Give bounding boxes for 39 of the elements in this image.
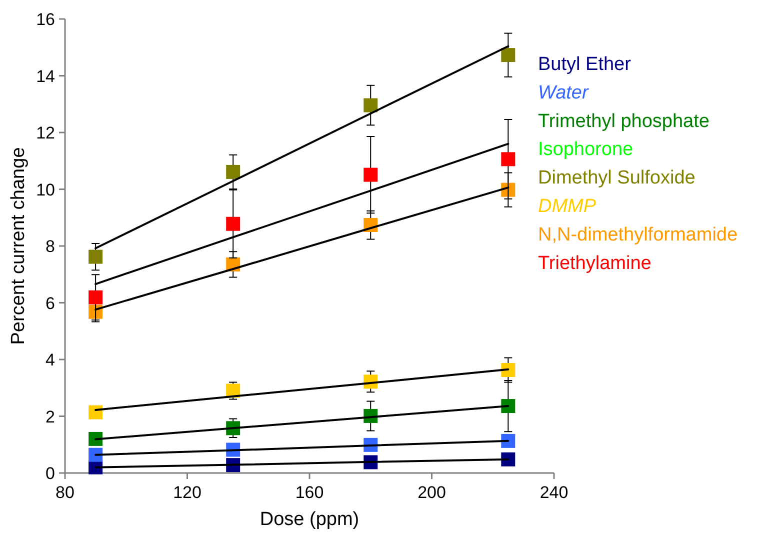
point: [364, 98, 378, 112]
y-tick-label: 6: [46, 294, 55, 313]
point: [88, 448, 103, 462]
point: [226, 164, 240, 179]
point: [88, 405, 103, 420]
y-tick-label: 4: [46, 350, 55, 370]
x-tick-label: 160: [295, 483, 324, 502]
point: [501, 399, 516, 414]
y-tick-label: 0: [46, 464, 55, 483]
y-tick-label: 12: [36, 124, 55, 142]
point: [88, 250, 103, 264]
point: [88, 290, 103, 304]
y-axis-title: Percent current change: [8, 147, 29, 345]
x-tick-label: 200: [418, 483, 446, 502]
point: [226, 216, 240, 231]
text: DMMP: [538, 196, 596, 217]
text: Dimethyl Sulfoxide: [538, 168, 696, 189]
y-tick-label: 16: [36, 10, 55, 29]
text: Water: [538, 82, 589, 104]
text: Triethylamine: [538, 252, 652, 274]
x-tick-label: 120: [173, 483, 202, 502]
y-tick-label: 2: [46, 407, 55, 426]
x-tick-label: 80: [56, 483, 74, 502]
point: [501, 152, 516, 166]
y-tick-label: 8: [46, 237, 55, 256]
point: [501, 363, 516, 377]
point: [88, 432, 103, 446]
y-tick-label: 14: [36, 66, 55, 86]
point: [501, 452, 516, 466]
legend-label: Isophorone: [538, 139, 634, 160]
point: [364, 168, 378, 182]
series-label: N,N-dimethylformamide: [538, 224, 738, 246]
point: [501, 48, 516, 62]
text: Butyl Ether: [538, 54, 632, 75]
point: [501, 434, 516, 448]
y-tick-label: 10: [36, 180, 55, 200]
x-tick-label: 240: [540, 483, 568, 502]
text: Trimethyl phosphate: [538, 110, 710, 132]
x-axis-title: Dose (ppm): [260, 509, 360, 530]
